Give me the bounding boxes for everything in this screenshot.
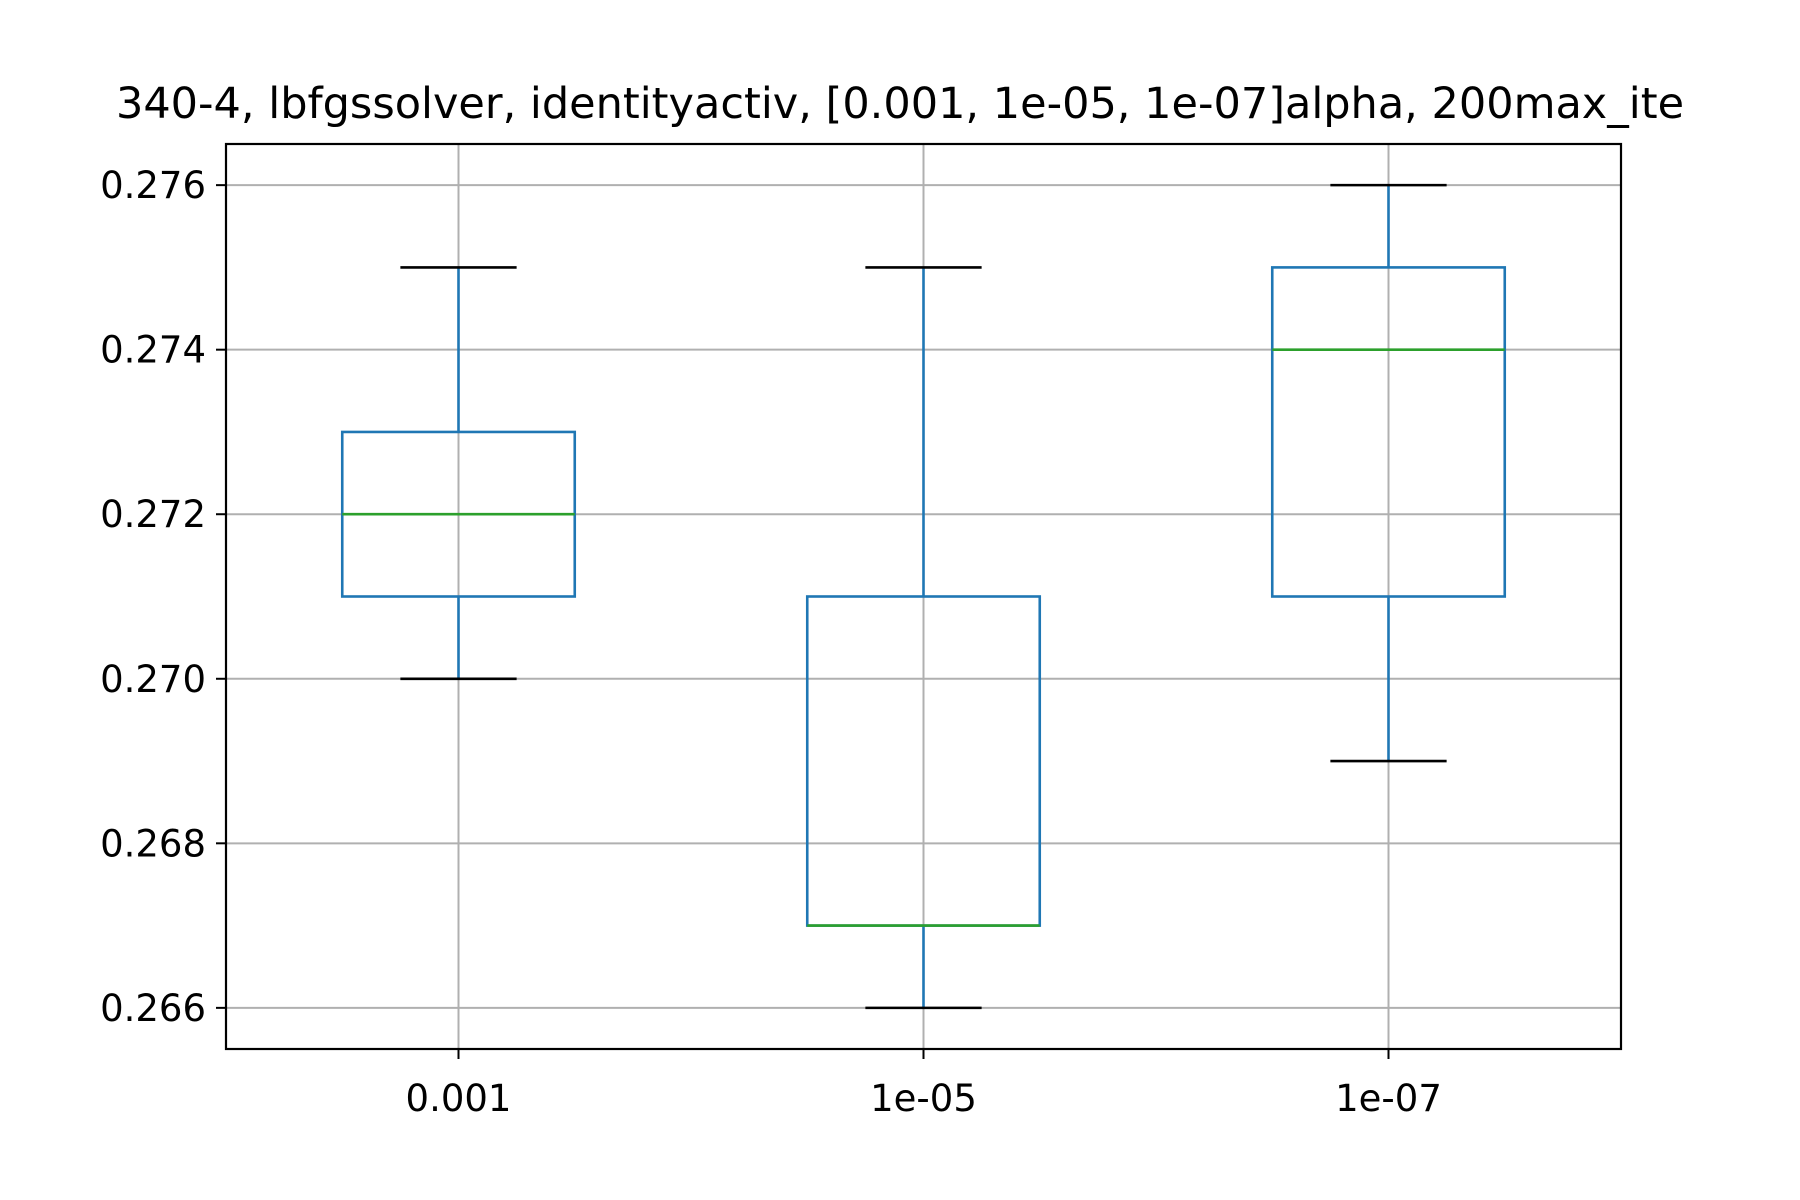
y-tick-label: 0.276 [100, 164, 206, 207]
y-tick-label: 0.266 [100, 987, 206, 1030]
y-tick-label: 0.270 [100, 658, 206, 701]
box-1e-07 [1270, 183, 1507, 763]
x-tick-label: 0.001 [406, 1077, 512, 1120]
box-1e-05 [805, 266, 1042, 1010]
y-tick-label: 0.274 [100, 329, 206, 372]
y-tick-label: 0.272 [100, 493, 206, 536]
box-0.001 [340, 266, 577, 681]
iqr-box [1270, 266, 1507, 598]
chart-title: 340-4, lbfgssolver, identityactiv, [0.00… [116, 79, 1684, 129]
y-tick-label: 0.268 [100, 822, 206, 865]
x-tick-label: 1e-07 [1335, 1077, 1442, 1120]
x-axis: 0.001 1e-05 1e-07 [406, 1049, 1442, 1120]
y-axis: 0.266 0.268 0.270 0.272 0.274 0.276 [100, 164, 226, 1030]
boxes [340, 183, 1507, 1010]
x-tick-label: 1e-05 [870, 1077, 977, 1120]
